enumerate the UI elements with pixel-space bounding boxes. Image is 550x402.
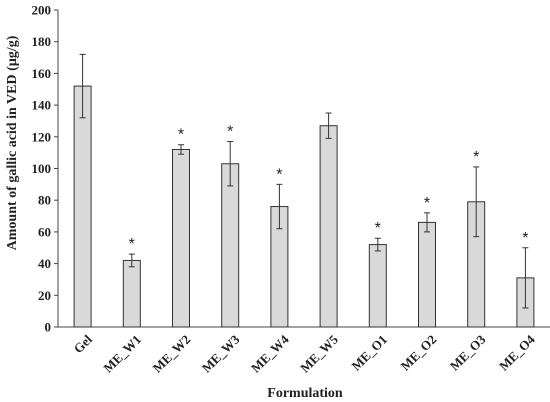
x-tick-label: ME_W5: [297, 331, 341, 375]
significance-marker: *: [276, 166, 282, 183]
bar: [319, 125, 338, 328]
x-tick-label: Gel: [71, 331, 96, 356]
y-tick-label: 180: [32, 34, 52, 49]
x-tick-label: ME_O3: [447, 331, 489, 373]
x-tick-label: ME_O1: [348, 332, 390, 374]
y-tick-label: 40: [38, 256, 51, 271]
y-tick-label: 0: [45, 320, 52, 335]
x-axis-title: Formulation: [267, 386, 343, 401]
significance-marker: *: [473, 149, 479, 166]
plot-area: 0 20 40 60 80 100 120 140 160 180 200 Gel * ME_W1 * ME_…: [32, 3, 550, 376]
bar: [418, 221, 436, 328]
bar: [221, 163, 240, 328]
significance-marker: *: [178, 127, 184, 144]
significance-marker: *: [375, 220, 381, 237]
significance-marker: *: [129, 236, 135, 253]
y-axis-title: Amount of gallic acid in VED (µg/g): [5, 35, 20, 250]
y-tick-label: 140: [32, 98, 52, 113]
x-tick-label: ME_W3: [199, 331, 243, 375]
x-tick-label: ME_W4: [248, 331, 292, 375]
x-tick-label: ME_O4: [496, 331, 538, 373]
x-tick-label: ME_W2: [150, 332, 194, 376]
bar: [122, 259, 141, 328]
bar: [368, 244, 387, 328]
significance-marker: *: [227, 124, 233, 141]
y-tick-label: 120: [32, 129, 52, 144]
x-tick-label: ME_W1: [100, 332, 144, 376]
significance-marker: *: [424, 195, 430, 212]
x-tick-label: ME_O2: [398, 332, 440, 374]
y-tick-label: 200: [32, 3, 52, 18]
significance-marker: *: [522, 230, 528, 247]
y-tick-label: 20: [38, 288, 51, 303]
y-tick-label: 80: [38, 193, 51, 208]
y-tick-label: 160: [32, 66, 52, 81]
y-tick-label: 60: [38, 224, 51, 239]
bar: [73, 85, 92, 328]
y-tick-label: 100: [32, 161, 52, 176]
bar: [172, 148, 190, 328]
